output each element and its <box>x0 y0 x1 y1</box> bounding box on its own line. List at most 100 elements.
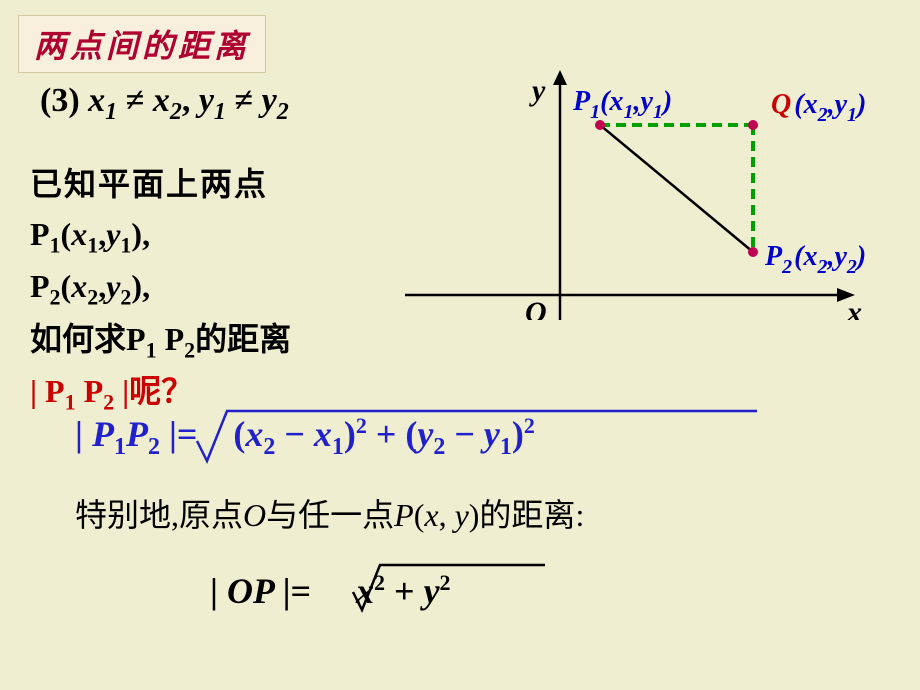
qd: 2 <box>103 389 114 414</box>
st11: ) <box>469 497 480 533</box>
x-label: x <box>846 296 862 320</box>
st3: 原点 <box>179 497 243 533</box>
k3g: y <box>106 268 120 304</box>
cond-x2: x <box>153 82 170 119</box>
frp1: ) <box>344 414 356 454</box>
k2g: y <box>106 216 120 252</box>
st12: 的距离 <box>479 497 575 533</box>
qb: 1 <box>65 389 76 414</box>
k4d: 2 <box>184 337 195 362</box>
problem-text: 已知平面上两点 P1(x1,y1), P2(x2,y2), 如何求P1 P2的距… <box>30 160 291 420</box>
point-q <box>748 120 758 130</box>
k4b: 1 <box>146 337 157 362</box>
obar2: | <box>283 571 291 611</box>
feq: = <box>177 414 198 454</box>
distance-formula: | P1P2 |= (x2 − x1)2 + (y2 − y1)2 <box>75 413 535 461</box>
cond-x1: x <box>88 82 105 119</box>
fp2: P <box>126 414 148 454</box>
k2a: P <box>30 216 50 252</box>
k3f: , <box>98 268 106 304</box>
k2c: ( <box>61 216 72 252</box>
st2: , <box>171 497 179 533</box>
st1: 特别地 <box>75 497 171 533</box>
op-formula: | OP |= x2 + y2 <box>210 570 451 612</box>
fm2: − <box>445 414 484 454</box>
k2f: , <box>98 216 106 252</box>
title-box: 两点间的距离 <box>18 15 266 73</box>
st5: 与任一点 <box>266 497 394 533</box>
k3h: 2 <box>120 284 131 309</box>
cond-y2: y <box>262 82 277 119</box>
k2e: 1 <box>87 232 98 257</box>
p1-label: P1(x1,y1) <box>572 86 672 123</box>
oy: y <box>424 571 440 611</box>
q-label: Q(x2,y1) <box>771 89 866 126</box>
origin-label: O <box>525 296 547 320</box>
oxs: 2 <box>374 570 385 595</box>
fsq2: 2 <box>524 413 535 438</box>
k2b: 1 <box>50 232 61 257</box>
cond-comma: , <box>182 82 199 119</box>
fplus: + <box>367 414 406 454</box>
condition-line: (3) x1 ≠ x2, y1 ≠ y2 <box>40 82 289 126</box>
flp1: ( <box>233 414 245 454</box>
fp1s: 1 <box>114 434 126 460</box>
k3d: x <box>71 268 87 304</box>
k4c: P <box>157 321 185 357</box>
line-p1-p2 <box>600 125 753 252</box>
coordinate-graph: y O x P1(x1,y1) Q(x2,y1) P2(x2,y2) <box>405 70 915 320</box>
fx1s: 1 <box>332 434 344 460</box>
cond-s1: 1 <box>105 99 117 125</box>
cond-y1: y <box>199 82 214 119</box>
qa: | P <box>30 373 65 409</box>
y-arrow <box>553 70 567 85</box>
fp2s: 2 <box>148 434 160 460</box>
known-l1: 已知平面上两点 <box>30 160 291 210</box>
k3i: ), <box>131 268 150 304</box>
st13: : <box>575 497 584 533</box>
obar1: | <box>210 571 218 611</box>
k2d: x <box>71 216 87 252</box>
fy1s: 1 <box>500 434 512 460</box>
fx1: x <box>314 414 332 454</box>
fy2: y <box>417 414 433 454</box>
y-label: y <box>529 74 546 107</box>
k2i: ), <box>131 216 150 252</box>
fm1: − <box>275 414 314 454</box>
special-case-text: 特别地,原点O与任一点P(x, y)的距离: <box>75 490 584 536</box>
oys: 2 <box>440 570 451 595</box>
cond-ne1: ≠ <box>117 82 153 119</box>
fp1: P <box>92 414 114 454</box>
k3a: P <box>30 268 50 304</box>
k3c: ( <box>61 268 72 304</box>
k2h: 1 <box>120 232 131 257</box>
flp2: ( <box>405 414 417 454</box>
fy1: y <box>484 414 500 454</box>
oeq: = <box>291 571 312 611</box>
cond-prefix: (3) <box>40 82 88 119</box>
cond-s4: 2 <box>277 99 289 125</box>
oop: OP <box>218 571 283 611</box>
st6: P <box>394 497 414 533</box>
oplus: + <box>385 571 424 611</box>
cond-s3: 1 <box>214 99 226 125</box>
st10: y <box>447 497 469 533</box>
fx2s: 2 <box>263 434 275 460</box>
k3b: 2 <box>50 284 61 309</box>
k3e: 2 <box>87 284 98 309</box>
k4a: 如何求P <box>30 321 146 357</box>
st9: , <box>439 497 447 533</box>
fx2: x <box>245 414 263 454</box>
qc: P <box>76 373 104 409</box>
cond-ne2: ≠ <box>226 82 262 119</box>
fbar2: | <box>169 414 177 454</box>
qe: |呢？ <box>114 373 193 409</box>
ox: x <box>356 571 374 611</box>
frp2: ) <box>512 414 524 454</box>
k4e: 的距离 <box>195 321 291 357</box>
st4: O <box>243 497 266 533</box>
fbar1: | <box>75 414 83 454</box>
st8: x <box>424 497 438 533</box>
p2-label: P2(x2,y2) <box>764 241 866 278</box>
point-p2 <box>748 247 758 257</box>
